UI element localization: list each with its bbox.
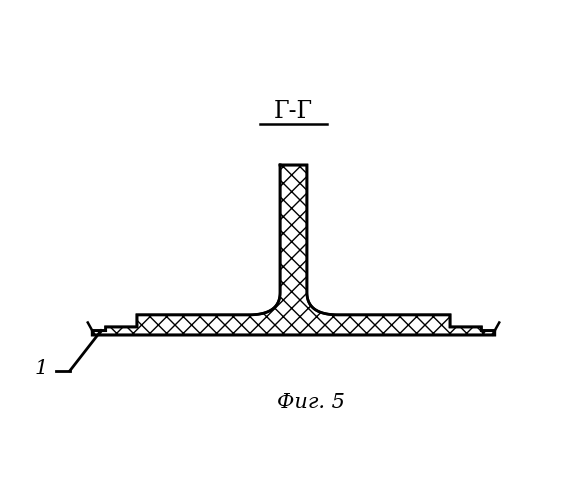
Text: Г-Г: Г-Г xyxy=(274,100,313,123)
Text: 1: 1 xyxy=(34,359,48,378)
Text: Фиг. 5: Фиг. 5 xyxy=(278,392,345,411)
Polygon shape xyxy=(92,165,495,335)
